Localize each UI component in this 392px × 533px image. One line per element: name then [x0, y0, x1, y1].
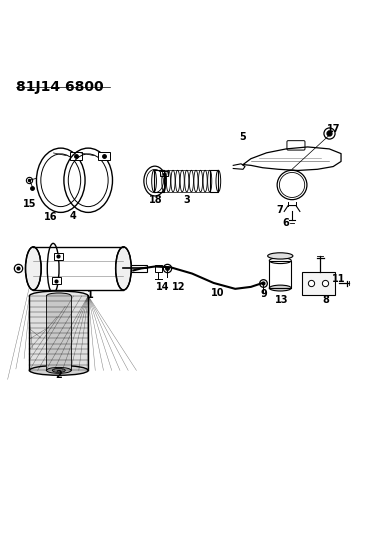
Ellipse shape	[269, 257, 291, 263]
FancyBboxPatch shape	[70, 151, 82, 160]
Text: 5: 5	[240, 132, 247, 142]
Text: 7: 7	[276, 205, 283, 215]
Text: 8: 8	[322, 295, 329, 305]
Bar	[154, 170, 164, 192]
Text: 12: 12	[172, 282, 185, 292]
Bar	[53, 277, 61, 284]
Text: 9: 9	[260, 289, 267, 299]
Bar	[302, 272, 335, 295]
Text: 3: 3	[183, 195, 190, 205]
Text: 14: 14	[156, 282, 169, 292]
Text: 4: 4	[70, 211, 77, 221]
Bar	[54, 253, 63, 260]
Ellipse shape	[116, 247, 131, 290]
Ellipse shape	[25, 247, 41, 290]
Ellipse shape	[52, 368, 65, 373]
Text: 16: 16	[44, 213, 58, 222]
FancyBboxPatch shape	[98, 151, 110, 160]
Text: 81J14 6800: 81J14 6800	[16, 80, 103, 94]
Ellipse shape	[29, 366, 88, 375]
Text: 17: 17	[327, 124, 341, 134]
Text: 15: 15	[23, 199, 36, 209]
Text: 10: 10	[211, 288, 224, 298]
Ellipse shape	[46, 293, 71, 299]
Text: 6: 6	[283, 217, 290, 228]
Text: 13: 13	[275, 295, 288, 305]
Bar	[29, 296, 88, 370]
Bar	[160, 171, 168, 176]
Text: 1: 1	[87, 290, 94, 300]
Ellipse shape	[269, 285, 291, 291]
Bar	[131, 264, 147, 272]
Ellipse shape	[29, 291, 88, 301]
Text: 11: 11	[332, 274, 345, 284]
Bar	[46, 296, 71, 370]
Text: 2: 2	[55, 370, 62, 381]
Ellipse shape	[46, 367, 71, 373]
Ellipse shape	[268, 253, 293, 259]
Bar	[155, 264, 162, 272]
Text: 18: 18	[149, 195, 162, 205]
Bar	[210, 170, 218, 192]
